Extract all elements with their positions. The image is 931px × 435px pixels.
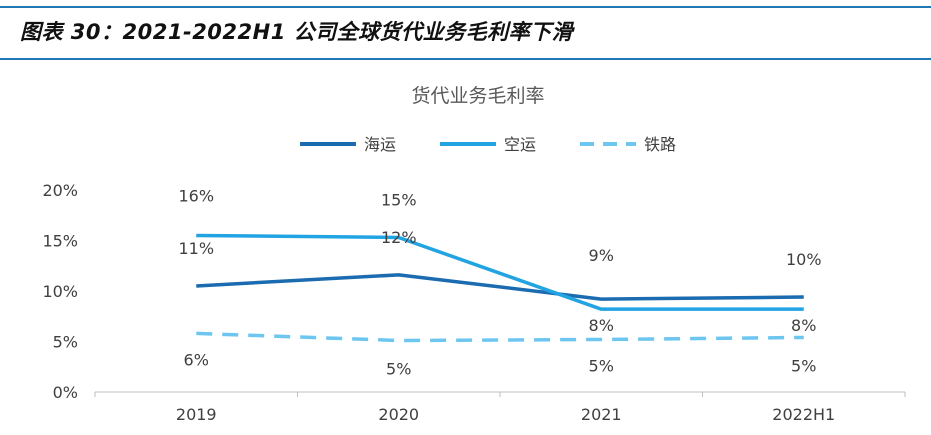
x-tick-label: 2022H1 — [772, 405, 835, 424]
series-line — [196, 331, 804, 343]
data-label: 10% — [786, 250, 822, 269]
y-tick-label: 20% — [42, 181, 78, 200]
data-label: 12% — [381, 228, 417, 247]
x-tick-label: 2020 — [378, 405, 419, 424]
line-chart: 货代业务毛利率 海运 空运 铁路 0% 5% 10% 15% 20% 2019 2020 2021… — [42, 85, 906, 424]
figure-caption: 图表 30：2021-2022H1 公司全球货代业务毛利率下滑 — [20, 20, 574, 44]
legend-label: 铁路 — [644, 135, 676, 154]
series-layer — [196, 233, 804, 343]
data-label: 11% — [178, 239, 214, 258]
data-label: 6% — [184, 350, 209, 369]
header-rule-top — [0, 6, 931, 8]
data-label: 5% — [589, 356, 614, 375]
figure-header: 图表 30：2021-2022H1 公司全球货代业务毛利率下滑 — [0, 0, 931, 62]
series-line — [196, 233, 804, 311]
data-labels: 11% 12% 9% 10% 16% 15% 8% 8% 6% 5% 5% 5% — [178, 186, 821, 378]
data-label: 15% — [381, 190, 417, 209]
series-line — [196, 273, 804, 301]
data-label: 5% — [791, 356, 816, 375]
chart-title: 货代业务毛利率 — [411, 85, 544, 107]
axes: 0% 5% 10% 15% 20% 2019 2020 2021 2022H1 — [42, 181, 906, 424]
data-label: 9% — [589, 246, 614, 265]
data-label: 5% — [386, 359, 411, 378]
y-tick-label: 5% — [53, 333, 78, 352]
y-tick-label: 10% — [42, 282, 78, 301]
data-label: 16% — [178, 186, 214, 205]
header-rule-bottom — [0, 58, 931, 60]
legend-label: 海运 — [364, 135, 396, 154]
legend-label: 空运 — [504, 135, 536, 154]
x-tick-label: 2021 — [581, 405, 622, 424]
legend: 海运 空运 铁路 — [300, 135, 676, 154]
y-tick-label: 15% — [42, 232, 78, 251]
x-tick-label: 2019 — [176, 405, 217, 424]
data-label: 8% — [791, 316, 816, 335]
data-label: 8% — [589, 316, 614, 335]
y-tick-label: 0% — [53, 383, 78, 402]
